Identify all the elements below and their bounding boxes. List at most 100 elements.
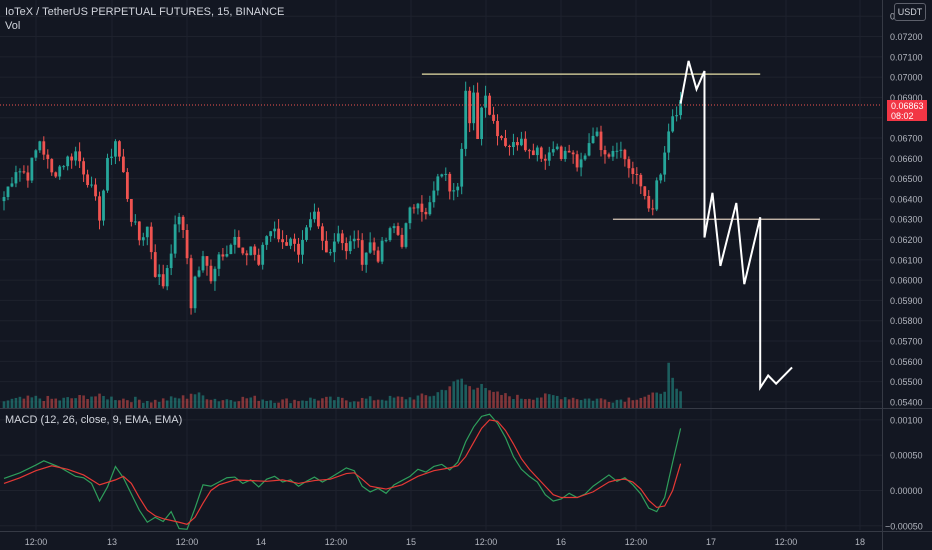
volume-bar	[639, 397, 643, 408]
candle-body	[46, 154, 50, 160]
candle-body	[619, 149, 623, 151]
candle-body	[480, 107, 483, 140]
volume-bar	[456, 379, 460, 408]
volume-bar	[476, 387, 479, 408]
candle-body	[531, 150, 535, 156]
candle-body	[265, 236, 269, 245]
time-axis-tick-label: 18	[855, 537, 865, 547]
volume-bar	[225, 399, 229, 408]
candle-body	[209, 265, 213, 282]
candle-body	[492, 114, 495, 121]
candle-body	[416, 203, 420, 209]
volume-bar	[273, 402, 276, 408]
candle-body	[114, 141, 117, 157]
candle-body	[579, 159, 583, 168]
candle-body	[516, 142, 519, 146]
volume-bar	[277, 402, 280, 408]
candle-body	[62, 166, 66, 168]
volume-bar	[444, 390, 448, 408]
price-axis-tick-label: 0.06100	[890, 255, 923, 265]
volume-bar	[66, 397, 69, 408]
candle-body	[102, 190, 105, 221]
volume-bar	[667, 362, 670, 408]
volume-bar	[217, 401, 221, 408]
volume-bar	[432, 395, 436, 408]
volume-bar	[440, 389, 444, 408]
candle-body	[508, 145, 511, 148]
time-axis-tick-label: 12:00	[775, 537, 798, 547]
candle-body	[90, 184, 93, 186]
candle-body	[213, 268, 217, 282]
candle-body	[277, 228, 281, 240]
candle-body	[86, 174, 89, 186]
candle-body	[185, 230, 189, 259]
macd-axis-tick-label: 0.00000	[890, 486, 923, 496]
volume-bar	[520, 398, 523, 408]
candle-body	[336, 233, 340, 242]
candle-body	[249, 246, 253, 256]
candle-body	[444, 173, 448, 175]
volume-bar	[233, 401, 237, 408]
price-axis-tick-label: 0.05400	[890, 397, 923, 407]
price-axis-tick-label: 0.07000	[890, 73, 923, 83]
price-axis-tick-label: 0.06300	[890, 215, 923, 225]
candle-body	[468, 90, 472, 124]
volume-bar	[62, 397, 65, 408]
time-axis-tick-label: 13	[107, 537, 117, 547]
candle-body	[2, 197, 6, 202]
volume-bar	[532, 399, 535, 408]
candle-body	[571, 152, 575, 155]
volume-bar	[181, 395, 185, 408]
volume-bar	[78, 395, 81, 408]
candle-body	[257, 254, 261, 265]
candle-body	[551, 149, 555, 153]
candle-body	[428, 202, 432, 215]
candle-body	[476, 92, 480, 140]
volume-bar	[488, 390, 491, 408]
volume-bar	[261, 399, 264, 408]
candle-body	[98, 196, 101, 221]
volume-bar	[289, 403, 292, 408]
last-price-value: 0.06863	[891, 101, 924, 111]
volume-label[interactable]: Vol	[5, 20, 21, 32]
time-axis-tick-label: 12:00	[25, 537, 48, 547]
volume-bar	[114, 400, 117, 408]
candle-body	[651, 208, 655, 210]
time-axis-tick-label: 15	[406, 537, 416, 547]
volume-bar	[659, 393, 662, 408]
volume-bar	[18, 396, 22, 408]
volume-bar	[424, 395, 428, 408]
grid	[0, 0, 882, 530]
time-axis-tick-label: 14	[256, 537, 266, 547]
candle-body	[74, 151, 78, 161]
candle-body	[233, 236, 237, 245]
candle-body	[547, 152, 551, 161]
volume-bar	[70, 398, 73, 408]
candle-body	[125, 172, 129, 199]
volume-bar	[189, 393, 193, 408]
candle-body	[380, 240, 384, 262]
volume-bar	[42, 401, 46, 408]
price-axis-tick-label: 0.05500	[890, 377, 923, 387]
volume-bar	[380, 399, 384, 408]
volume-bar	[352, 401, 356, 408]
candle-body	[289, 238, 292, 246]
volume-bar	[10, 398, 14, 408]
macd-title[interactable]: MACD (12, 26, close, 9, EMA, EMA)	[5, 414, 183, 426]
volume-bar	[301, 400, 304, 408]
currency-button[interactable]: USDT	[894, 3, 926, 21]
volume-bar	[627, 397, 631, 408]
symbol-title[interactable]: IoTeX / TetherUS PERPETUAL FUTURES, 15, …	[5, 6, 285, 18]
candle-body	[448, 173, 452, 192]
volume-bar	[408, 397, 412, 408]
volume-bar	[448, 386, 452, 408]
candle-body	[599, 131, 603, 151]
volume-bar	[356, 401, 360, 408]
candle-body	[324, 240, 328, 253]
candle-body	[293, 238, 296, 244]
price-axis-tick-label: 0.05900	[890, 296, 923, 306]
candle-body	[141, 237, 145, 241]
candle-body	[66, 156, 70, 167]
